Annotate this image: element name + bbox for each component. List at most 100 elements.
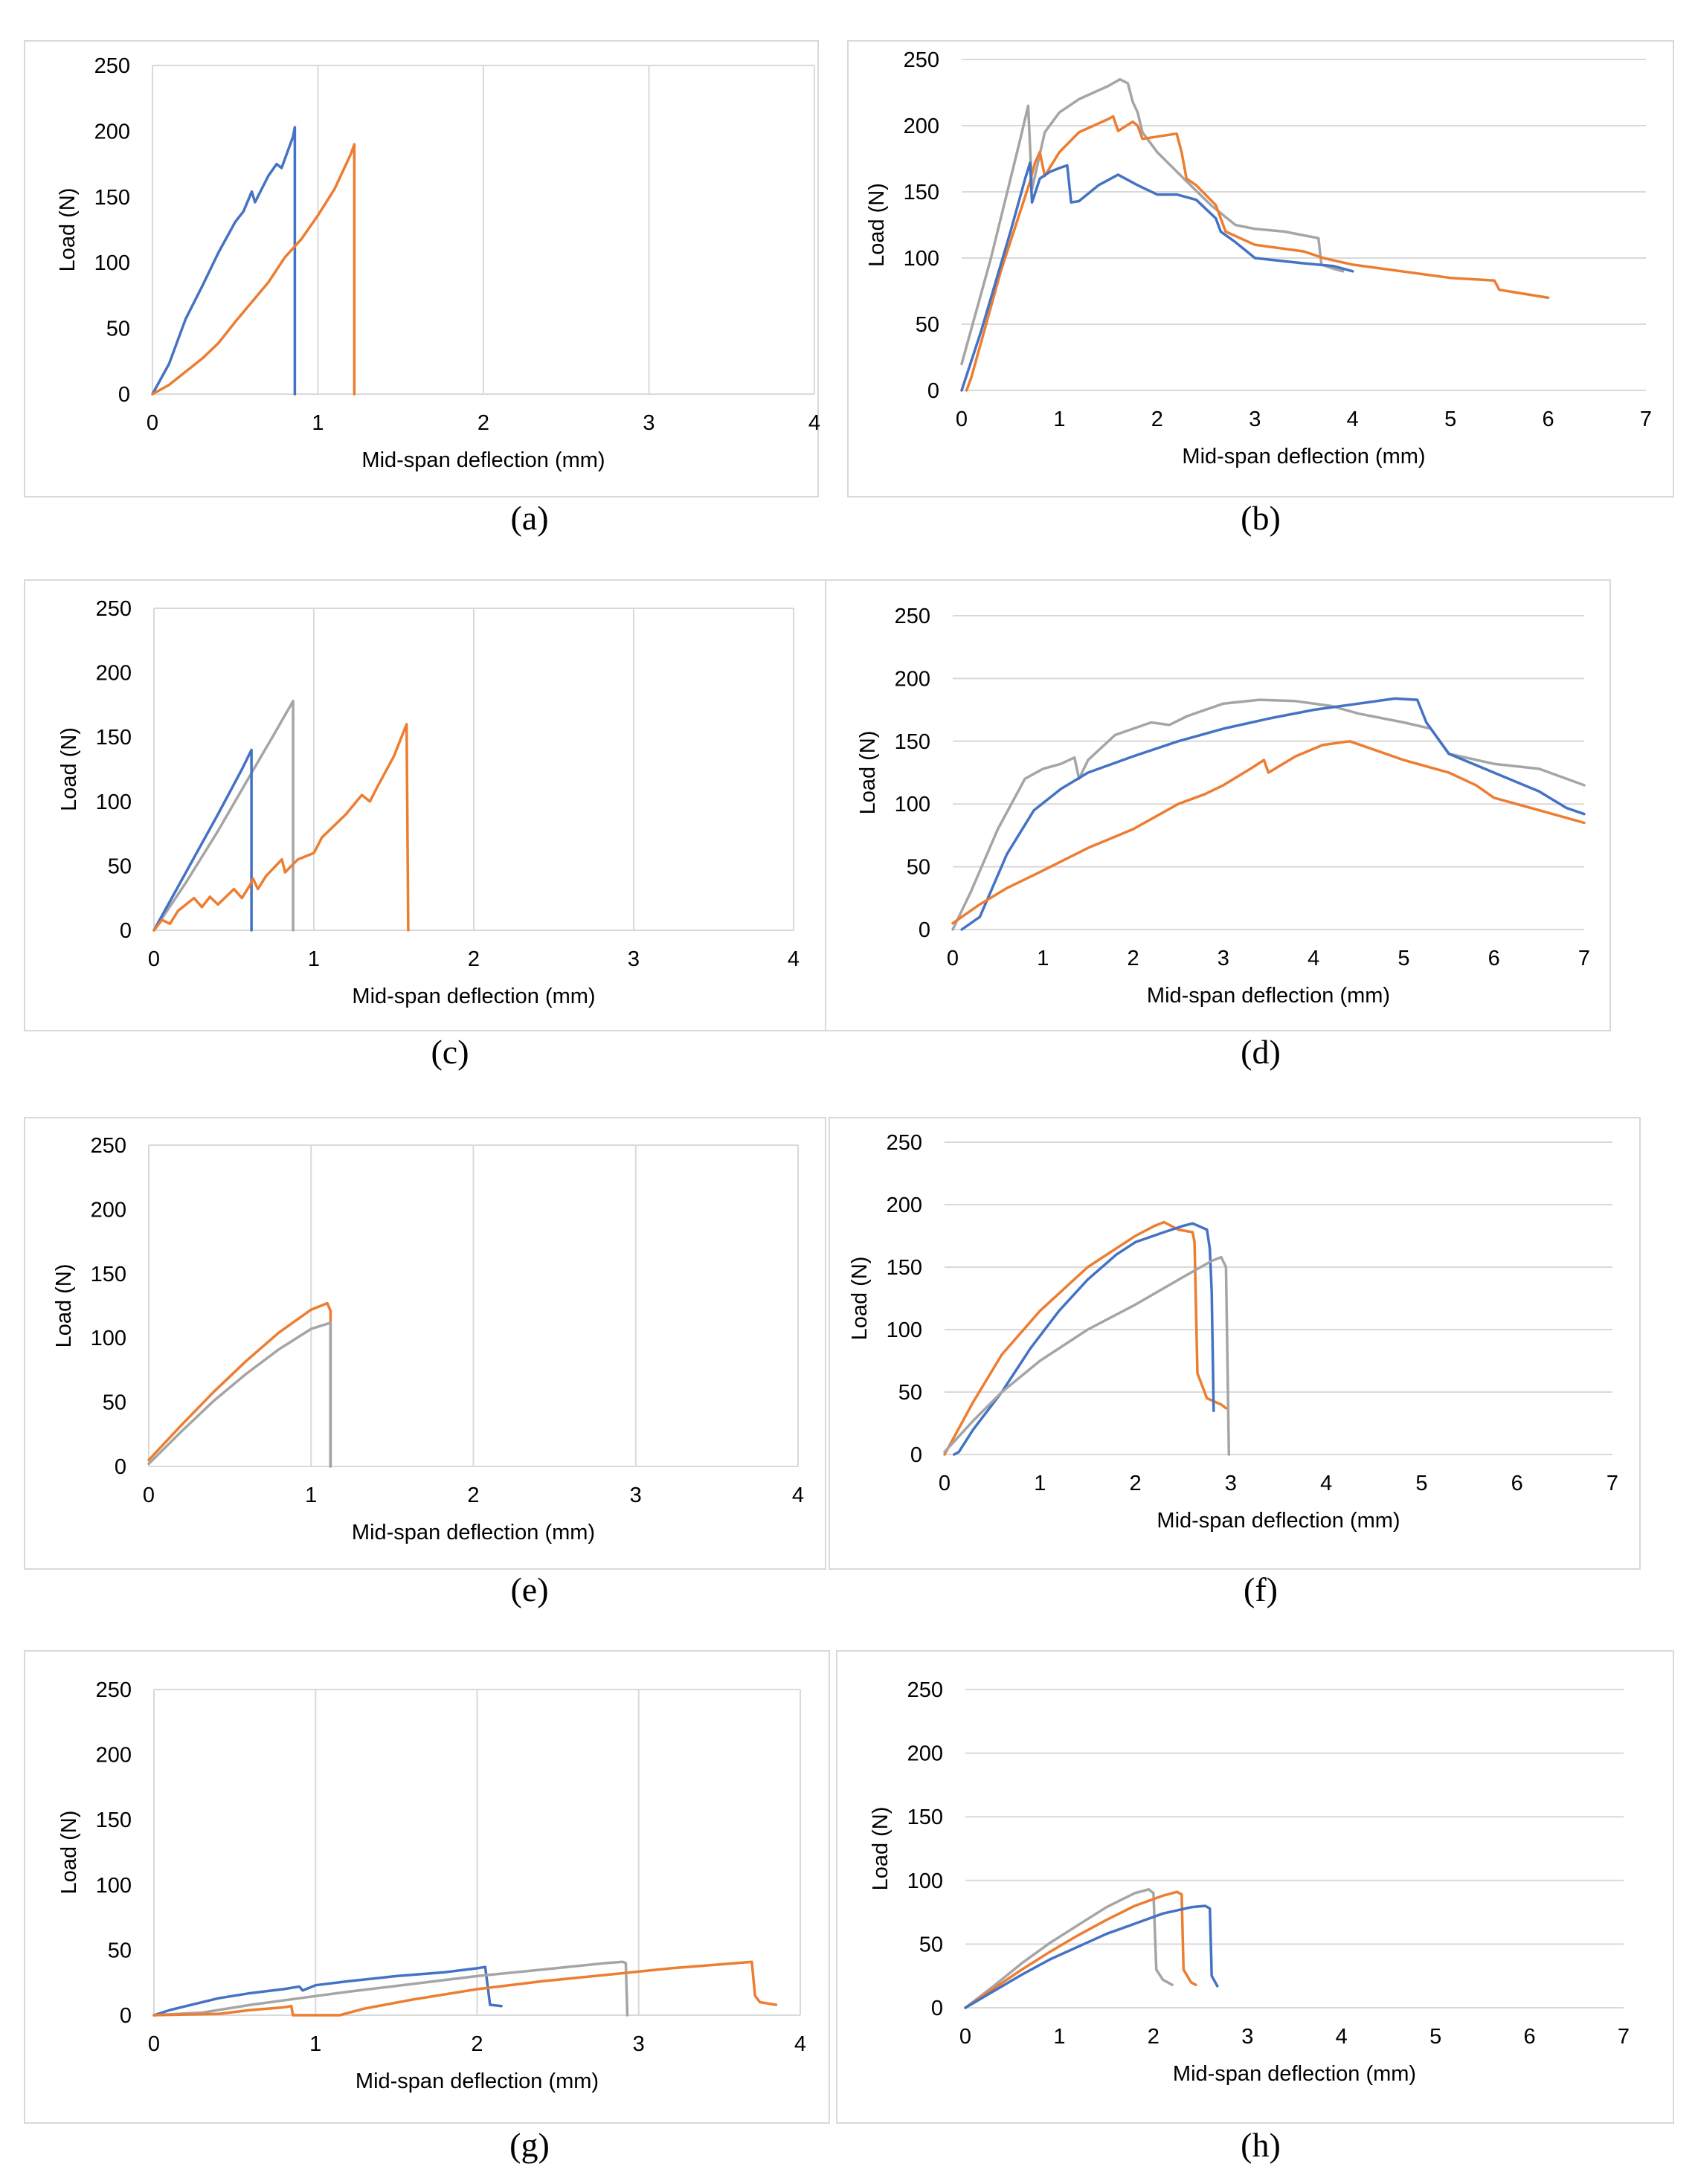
- x-tick-label: 6: [1488, 947, 1500, 970]
- chart-panel-e: 0 50 100 150 200 250 0 1 2 3 4 Mid-span deflection …: [24, 1117, 826, 1608]
- y-tick-label: 0: [927, 379, 939, 403]
- y-tick-label: 50: [907, 856, 930, 880]
- x-tick-label: 5: [1398, 947, 1409, 970]
- x-tick-label: 5: [1415, 1472, 1427, 1495]
- x-axis-title: Mid-span deflection (mm): [1173, 2062, 1416, 2086]
- y-tick-label: 50: [916, 313, 939, 337]
- panel-caption: (b): [1241, 499, 1281, 537]
- y-tick-label: 100: [907, 1869, 943, 1893]
- x-tick-label: 3: [633, 2032, 645, 2056]
- x-tick-label: 2: [468, 947, 480, 971]
- series-line-blue: [152, 1965, 503, 2017]
- series-line-blue: [960, 697, 1586, 931]
- y-tick-label: 250: [96, 597, 132, 621]
- y-axis-title: Load (N): [865, 183, 889, 267]
- x-axis-title: Mid-span deflection (mm): [352, 985, 595, 1008]
- x-tick-label: 3: [1241, 2025, 1253, 2049]
- x-tick-label: 4: [792, 1484, 804, 1507]
- x-tick-label: 3: [643, 411, 654, 435]
- y-tick-label: 100: [895, 793, 930, 816]
- y-tick-label: 200: [94, 120, 130, 144]
- series-line-gray: [152, 699, 295, 932]
- y-tick-label: 150: [904, 181, 939, 204]
- x-tick-label: 6: [1524, 2025, 1536, 2049]
- chart-panel-a: 0 50 100 150 200 250 0 1 2 3 4 Mid-span deflection …: [24, 40, 820, 537]
- x-tick-label: 3: [1225, 1472, 1237, 1495]
- panel-caption: (d): [1241, 1033, 1281, 1071]
- y-tick-label: 0: [120, 919, 132, 943]
- x-tick-label: 0: [959, 2025, 971, 2049]
- series-line-gray: [943, 1255, 1231, 1456]
- series-line-orange: [152, 1960, 778, 2017]
- series-line-blue: [151, 126, 297, 396]
- series-line-orange: [152, 723, 410, 932]
- x-tick-label: 7: [1640, 408, 1652, 431]
- series-line-orange: [965, 115, 1550, 392]
- series-line-orange: [964, 1890, 1197, 2009]
- x-tick-label: 1: [1034, 1472, 1046, 1495]
- x-tick-label: 0: [947, 947, 959, 970]
- y-tick-label: 150: [91, 1263, 126, 1286]
- x-tick-label: 1: [308, 947, 320, 971]
- y-tick-label: 50: [103, 1391, 126, 1415]
- panel-caption: (h): [1241, 2126, 1281, 2164]
- y-axis-title: Load (N): [56, 188, 80, 272]
- chart-frame: [24, 40, 819, 497]
- x-tick-label: 3: [630, 1484, 642, 1507]
- x-tick-label: 3: [1218, 947, 1229, 970]
- y-tick-label: 50: [106, 318, 130, 341]
- y-tick-label: 250: [895, 605, 930, 628]
- y-tick-label: 100: [94, 251, 130, 275]
- x-tick-label: 1: [1053, 408, 1065, 431]
- y-axis-title: Load (N): [856, 731, 880, 815]
- x-tick-label: 1: [305, 1484, 317, 1507]
- y-axis-title: Load (N): [848, 1257, 872, 1341]
- x-tick-label: 2: [467, 1484, 479, 1507]
- x-axis-title: Mid-span deflection (mm): [356, 2069, 599, 2093]
- series-line-gray: [964, 1888, 1174, 2009]
- y-tick-label: 0: [118, 383, 130, 407]
- y-tick-label: 0: [919, 918, 930, 942]
- x-tick-label: 1: [309, 2032, 321, 2056]
- y-tick-label: 250: [907, 1678, 943, 1702]
- y-tick-label: 250: [904, 48, 939, 72]
- y-tick-label: 250: [887, 1131, 922, 1155]
- y-tick-label: 100: [887, 1318, 922, 1342]
- chart-panel-g: 0 50 100 150 200 250 0 1 2 3 4 Mid-span deflection …: [24, 1650, 830, 2164]
- y-tick-label: 0: [115, 1455, 126, 1479]
- chart-frame: [829, 1117, 1641, 1570]
- x-tick-label: 7: [1618, 2025, 1630, 2049]
- x-tick-label: 0: [143, 1484, 155, 1507]
- x-tick-label: 5: [1429, 2025, 1441, 2049]
- series-line-orange: [943, 1220, 1228, 1456]
- x-tick-label: 0: [148, 947, 160, 971]
- y-tick-label: 50: [898, 1381, 922, 1405]
- series-line-gray: [152, 1960, 629, 2017]
- y-tick-label: 250: [96, 1678, 132, 1702]
- y-axis-title: Load (N): [869, 1807, 892, 1891]
- x-axis-title: Mid-span deflection (mm): [352, 1521, 595, 1544]
- y-tick-label: 150: [895, 730, 930, 754]
- y-tick-label: 200: [895, 667, 930, 691]
- x-tick-label: 7: [1606, 1472, 1618, 1495]
- panel-caption: (g): [509, 2126, 550, 2164]
- chart-frame: [836, 1650, 1674, 2124]
- y-tick-label: 150: [907, 1805, 943, 1829]
- y-tick-label: 150: [96, 726, 132, 750]
- y-tick-label: 150: [887, 1256, 922, 1280]
- x-axis-title: Mid-span deflection (mm): [1182, 445, 1425, 468]
- y-tick-label: 200: [96, 662, 132, 686]
- y-tick-label: 200: [91, 1198, 126, 1222]
- y-axis-title: Load (N): [57, 727, 81, 811]
- chart-frame: [825, 579, 1611, 1031]
- x-tick-label: 7: [1578, 947, 1590, 970]
- chart-panel-b: 0 50 100 150 200 250 0 1 2 3 4 5 6 7 Mid-span deflecti…: [847, 40, 1674, 537]
- y-tick-label: 250: [91, 1134, 126, 1158]
- series-line-blue: [953, 1222, 1215, 1456]
- x-tick-label: 4: [808, 411, 820, 435]
- y-tick-label: 0: [931, 1997, 943, 2020]
- y-tick-label: 0: [120, 2004, 132, 2028]
- x-tick-label: 4: [1347, 408, 1359, 431]
- x-tick-label: 2: [1151, 408, 1163, 431]
- panel-caption: (a): [510, 499, 548, 537]
